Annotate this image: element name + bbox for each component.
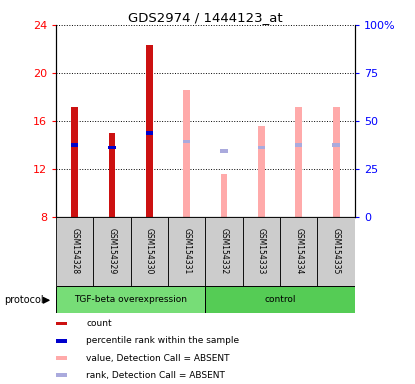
Bar — [168, 217, 205, 286]
Bar — [243, 217, 280, 286]
Bar — [56, 217, 93, 286]
Bar — [258, 126, 265, 217]
Bar — [56, 339, 67, 343]
Bar — [258, 146, 265, 149]
Bar — [93, 217, 131, 286]
Title: GDS2974 / 1444123_at: GDS2974 / 1444123_at — [128, 11, 283, 24]
Bar — [131, 217, 168, 286]
Text: protocol: protocol — [4, 295, 44, 305]
Text: GSM154329: GSM154329 — [107, 228, 117, 275]
Text: control: control — [264, 295, 296, 304]
Text: TGF-beta overexpression: TGF-beta overexpression — [74, 295, 187, 304]
Text: GSM154332: GSM154332 — [220, 228, 229, 275]
Bar — [183, 139, 190, 143]
Bar — [146, 45, 153, 217]
Bar — [56, 286, 205, 313]
Bar — [56, 374, 67, 377]
Text: count: count — [86, 319, 112, 328]
Bar — [56, 356, 67, 360]
Bar — [205, 286, 355, 313]
Bar — [108, 146, 116, 149]
Bar — [295, 143, 303, 147]
Bar — [146, 131, 153, 135]
Bar — [280, 217, 317, 286]
Bar — [220, 149, 228, 153]
Text: GSM154330: GSM154330 — [145, 228, 154, 275]
Text: rank, Detection Call = ABSENT: rank, Detection Call = ABSENT — [86, 371, 225, 380]
Text: GSM154331: GSM154331 — [182, 228, 191, 275]
Text: GSM154335: GSM154335 — [332, 228, 341, 275]
Text: GSM154334: GSM154334 — [294, 228, 303, 275]
Bar — [109, 133, 115, 217]
Bar — [332, 143, 340, 147]
Bar — [183, 90, 190, 217]
Text: GSM154328: GSM154328 — [70, 228, 79, 275]
Text: value, Detection Call = ABSENT: value, Detection Call = ABSENT — [86, 354, 230, 362]
Bar — [71, 143, 78, 147]
Bar — [221, 174, 227, 217]
Bar — [317, 217, 355, 286]
Bar — [333, 107, 339, 217]
Text: percentile rank within the sample: percentile rank within the sample — [86, 336, 239, 345]
Bar — [295, 107, 302, 217]
Bar — [71, 107, 78, 217]
Bar — [205, 217, 243, 286]
Text: GSM154333: GSM154333 — [257, 228, 266, 275]
Bar — [56, 322, 67, 325]
